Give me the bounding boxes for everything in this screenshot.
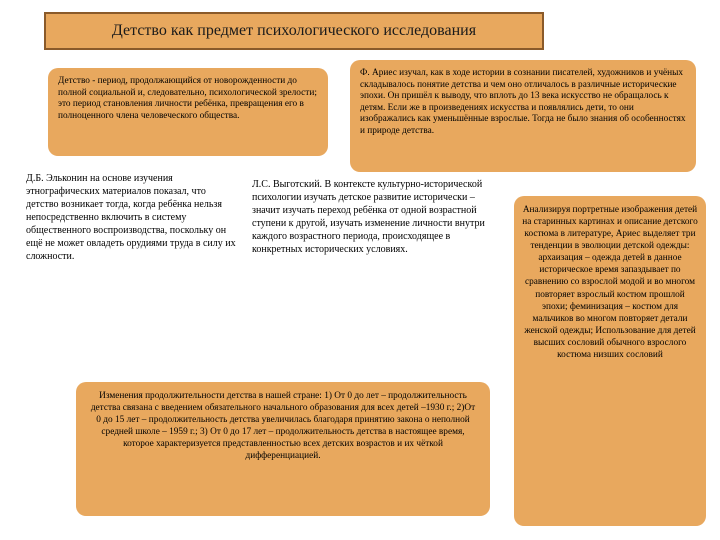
aries-text: Ф. Ариес изучал, как в ходе истории в со… [360, 68, 686, 136]
changes-text: Изменения продолжительности детства в на… [91, 391, 475, 461]
elkonin-block: Д.Б. Эльконин на основе изучения этногра… [26, 172, 236, 263]
page-title: Детство как предмет психологического исс… [44, 12, 544, 50]
definition-panel: Детство - период, продолжающийся от ново… [48, 68, 328, 156]
title-text: Детство как предмет психологического исс… [112, 22, 476, 40]
changes-panel: Изменения продолжительности детства в на… [76, 382, 490, 516]
vygotsky-text: Л.С. Выготский. В контексте культурно-ис… [252, 179, 485, 255]
aries-panel: Ф. Ариес изучал, как в ходе истории в со… [350, 60, 696, 172]
elkonin-text: Д.Б. Эльконин на основе изучения этногра… [26, 173, 236, 262]
portrait-text: Анализируя портретные изображения детей … [522, 205, 698, 360]
vygotsky-block: Л.С. Выготский. В контексте культурно-ис… [252, 178, 494, 256]
portrait-panel: Анализируя портретные изображения детей … [514, 196, 706, 526]
definition-text: Детство - период, продолжающийся от ново… [58, 76, 317, 121]
